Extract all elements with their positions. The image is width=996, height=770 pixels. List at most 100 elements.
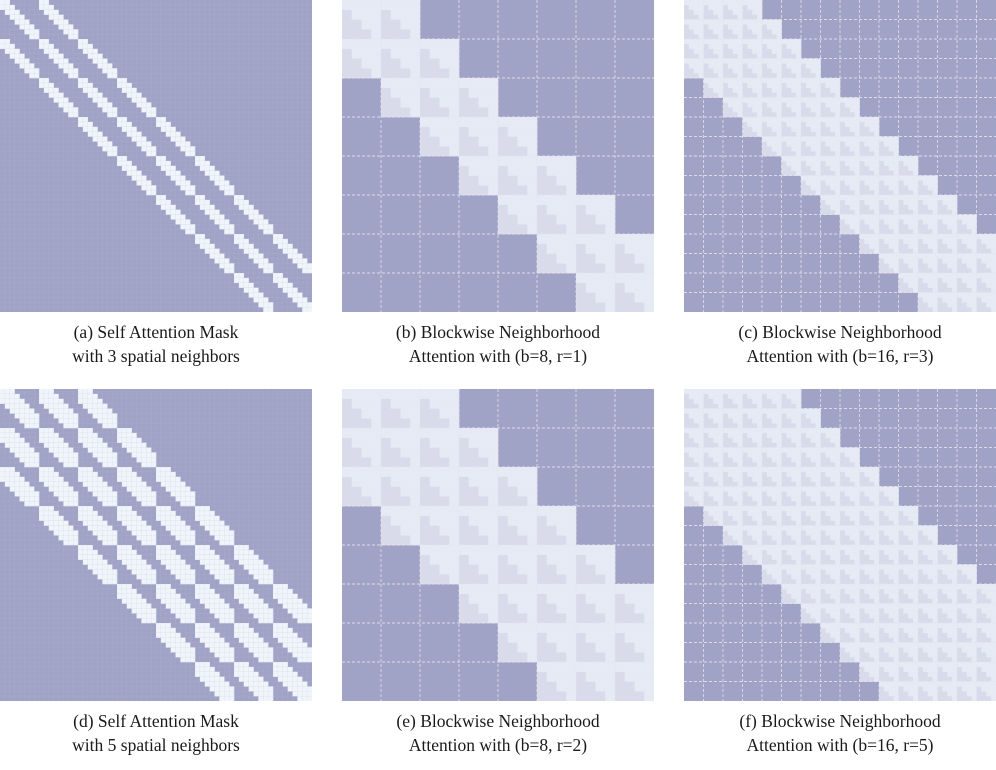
attended-cell [43,9,59,15]
attended-cell [195,510,215,517]
causal-stair [976,623,996,629]
causal-stair [776,131,782,137]
causal-stair [762,447,782,453]
attended-cell [248,569,274,575]
attended-cell [63,29,79,35]
causal-stair [723,19,743,25]
attended-cell [248,214,264,220]
attended-cell [0,0,11,6]
causal-stair [723,428,743,434]
causal-stair [947,593,957,599]
causal-stair [693,496,704,502]
causal-stair [908,671,918,677]
causal-stair [981,647,996,653]
attended-cell [48,53,64,59]
causal-stair [883,627,899,633]
causal-stair [585,243,615,254]
attended-cell [195,671,220,677]
causal-stair [703,408,723,414]
causal-stair [810,126,821,132]
attended-cell [175,496,196,502]
causal-stair [786,43,801,49]
causal-stair [918,662,938,668]
causal-stair [546,243,576,254]
causal-stair [801,428,821,434]
causal-stair [849,496,860,502]
attended-cell [170,491,196,497]
causal-stair [595,253,615,264]
causal-stair [781,447,801,453]
attended-cell [175,613,196,619]
causal-stair [537,662,576,672]
causal-stair [698,34,704,40]
causal-stair [937,292,957,298]
attended-cell [297,263,312,269]
causal-stair [776,579,782,585]
causal-stair [869,146,879,152]
causal-stair [390,9,420,20]
causal-stair [566,691,576,701]
attended-cell [14,58,30,64]
causal-stair [786,82,801,88]
causal-stair [801,467,821,473]
causal-stair [971,637,977,643]
causal-stair [874,209,879,215]
causal-stair [488,574,498,585]
causal-stair [762,525,782,531]
causal-stair [820,525,840,531]
attended-cell [78,43,93,50]
causal-stair [986,632,996,638]
causal-stair [971,579,977,585]
causal-stair [864,180,879,186]
attended-cell [253,691,274,697]
causal-stair [786,121,801,127]
causal-stair [844,141,860,147]
causal-stair [898,623,918,629]
causal-stair [932,229,938,235]
causal-stair [488,613,498,624]
causal-stair [742,428,762,434]
causal-stair [727,4,743,10]
attended-cell [19,418,40,424]
attended-cell [78,82,93,89]
causal-stair [966,632,977,638]
attended-cell [39,476,64,482]
causal-stair [747,43,762,49]
attended-cell [92,413,118,419]
causal-stair [791,574,801,580]
attended-cell [39,4,54,11]
causal-stair [913,637,918,643]
causal-stair [708,393,723,399]
causal-stair [820,195,840,201]
causal-stair [766,63,782,69]
causal-stair [913,559,918,565]
attended-cell [97,418,118,424]
causal-stair [927,613,938,619]
causal-stair [361,19,381,30]
causal-stair [991,268,996,274]
causal-stair [498,195,537,205]
causal-stair [879,564,899,570]
causal-stair [537,584,576,594]
causal-stair [644,652,654,663]
attended-cell [234,593,259,599]
causal-stair [684,428,704,434]
causal-stair [903,627,918,633]
attended-cell [258,302,274,308]
causal-stair [918,292,938,298]
attended-cell [156,117,167,123]
causal-stair [732,437,743,443]
causal-stair [742,0,762,6]
attended-cell [63,107,79,113]
attended-cell [78,389,93,395]
attended-cell [282,287,298,293]
causal-stair [898,234,918,240]
attended-cell [92,136,108,142]
causal-stair [879,603,899,609]
causal-stair [752,68,762,74]
causal-stair [752,437,762,443]
causal-stair [595,681,615,692]
causal-stair [698,73,704,79]
causal-stair [576,545,615,555]
attended-cell [238,282,254,288]
